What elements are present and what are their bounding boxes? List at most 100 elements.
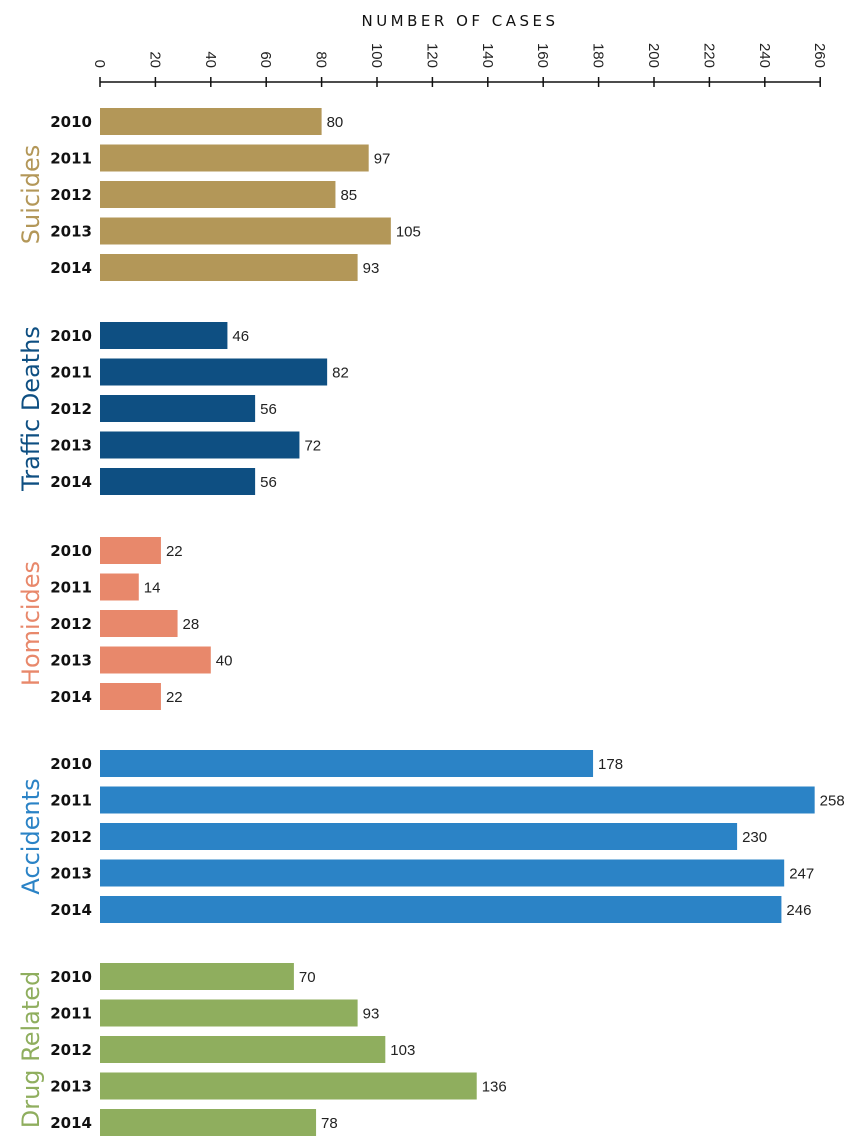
value-label: 246 (786, 902, 811, 919)
series-label: Drug Related (17, 971, 45, 1129)
value-label: 93 (363, 1006, 380, 1023)
year-label: 2010 (50, 113, 92, 131)
x-tick-label: 180 (590, 43, 607, 68)
value-label: 258 (820, 793, 845, 810)
bar (100, 322, 228, 349)
year-label: 2011 (50, 364, 92, 382)
x-axis-title: NUMBER OF CASES (361, 12, 558, 30)
x-tick-label: 140 (479, 43, 496, 68)
year-label: 2014 (50, 688, 92, 706)
series-label: Accidents (17, 778, 45, 894)
series-label: Homicides (17, 561, 45, 686)
series-group: 2010 46 2011 82 2012 56 2013 72 2014 56 Traffic De… (17, 322, 349, 495)
year-label: 2014 (50, 259, 92, 277)
x-tick-label: 240 (756, 43, 773, 68)
series-group: 2010 70 2011 93 2012 103 2013 136 2014 78 Drug Rel… (17, 963, 507, 1136)
value-label: 78 (321, 1115, 338, 1132)
bar (100, 750, 594, 777)
bar (100, 358, 328, 386)
series-group: 2010 178 2011 258 2012 230 2013 247 2014 246 Accid… (17, 750, 845, 923)
year-label: 2013 (50, 437, 92, 455)
value-label: 230 (742, 829, 767, 846)
bar (100, 537, 161, 564)
year-label: 2010 (50, 327, 92, 345)
year-label: 2012 (50, 1041, 92, 1059)
year-label: 2010 (50, 755, 92, 773)
x-tick-label: 160 (534, 43, 551, 68)
value-label: 46 (232, 328, 249, 345)
x-tick-label: 40 (202, 51, 219, 68)
x-tick-label: 220 (700, 43, 717, 68)
year-label: 2010 (50, 968, 92, 986)
year-label: 2012 (50, 400, 92, 418)
value-label: 103 (390, 1042, 415, 1059)
x-tick-label: 60 (257, 51, 274, 68)
year-label: 2011 (50, 792, 92, 810)
x-tick-label: 120 (423, 43, 440, 68)
year-label: 2012 (50, 615, 92, 633)
bar (100, 144, 369, 172)
bar (100, 254, 358, 281)
x-tick-label: 200 (645, 43, 662, 68)
bar (100, 963, 294, 990)
value-label: 56 (260, 401, 277, 418)
value-label: 105 (396, 224, 421, 241)
value-label: 82 (332, 365, 349, 382)
value-label: 22 (166, 543, 183, 560)
bar (100, 823, 738, 850)
year-label: 2014 (50, 1114, 92, 1132)
value-label: 22 (166, 689, 183, 706)
x-tick-label: 260 (811, 43, 828, 68)
year-label: 2014 (50, 473, 92, 491)
year-label: 2013 (50, 223, 92, 241)
series-label: Traffic Deaths (17, 326, 45, 492)
bar (100, 610, 178, 637)
year-label: 2014 (50, 901, 92, 919)
bar (100, 999, 358, 1027)
x-axis-ticks: 0 20 40 60 80 100 120 140 160 180 200 220 240 260 (91, 43, 828, 87)
series-group: 2010 22 2011 14 2012 28 2013 40 2014 22 Homicides (17, 537, 232, 710)
bar (100, 786, 815, 814)
value-label: 85 (340, 187, 357, 204)
year-label: 2011 (50, 150, 92, 168)
bar (100, 1109, 317, 1136)
value-label: 93 (363, 260, 380, 277)
bar (100, 181, 336, 208)
bar (100, 683, 161, 710)
bar (100, 1072, 477, 1100)
series-group: 2010 80 2011 97 2012 85 2013 105 2014 93 Suicides (17, 108, 421, 281)
value-label: 70 (299, 969, 316, 986)
year-label: 2010 (50, 542, 92, 560)
value-label: 136 (482, 1079, 507, 1096)
value-label: 80 (327, 114, 344, 131)
bar (100, 573, 139, 601)
value-label: 97 (374, 151, 391, 168)
x-tick-label: 80 (313, 51, 330, 68)
value-label: 40 (216, 653, 233, 670)
year-label: 2012 (50, 186, 92, 204)
value-label: 14 (144, 580, 161, 597)
bar (100, 896, 782, 923)
year-label: 2012 (50, 828, 92, 846)
bar (100, 1036, 386, 1063)
bar (100, 646, 211, 674)
year-label: 2013 (50, 1078, 92, 1096)
x-tick-label: 20 (146, 51, 163, 68)
value-label: 247 (789, 866, 814, 883)
bar (100, 859, 785, 887)
year-label: 2013 (50, 865, 92, 883)
value-label: 28 (183, 616, 200, 633)
bar (100, 217, 391, 245)
bar (100, 431, 300, 459)
bar (100, 395, 256, 422)
value-label: 72 (304, 438, 321, 455)
x-tick-label: 0 (91, 60, 108, 68)
year-label: 2011 (50, 579, 92, 597)
bar (100, 468, 256, 495)
value-label: 178 (598, 756, 623, 773)
series-label: Suicides (17, 145, 45, 244)
value-label: 56 (260, 474, 277, 491)
bar (100, 108, 322, 135)
